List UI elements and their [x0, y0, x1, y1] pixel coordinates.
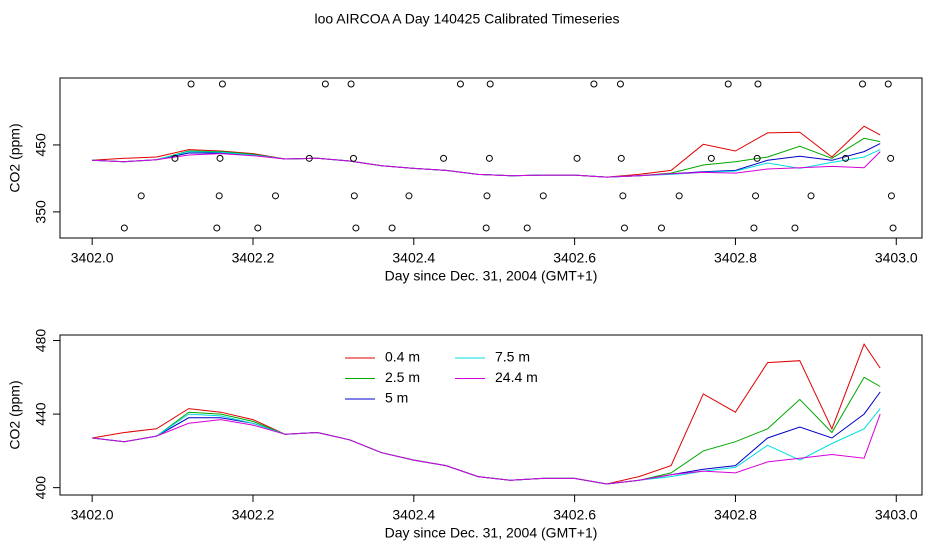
y-tick-label: 480 — [33, 329, 49, 353]
x-tick-label: 3402.8 — [714, 507, 757, 523]
x-tick-label: 3402.2 — [232, 250, 275, 266]
x-tick-label: 3403.0 — [875, 507, 918, 523]
flag-point — [807, 192, 815, 200]
plot-frame — [59, 334, 923, 496]
flag-point — [388, 224, 396, 232]
x-tick-label: 3402.2 — [232, 507, 275, 523]
x-axis-title: Day since Dec. 31, 2004 (GMT+1) — [385, 525, 598, 541]
x-tick-label: 3402.6 — [553, 250, 596, 266]
figure-title: loo AIRCOA A Day 140425 Calibrated Times… — [314, 11, 619, 27]
flag-point — [590, 80, 598, 88]
y-tick-label: 350 — [33, 200, 49, 224]
series-line — [92, 413, 881, 485]
legend-label: 0.4 m — [385, 349, 420, 365]
x-axis-title: Day since Dec. 31, 2004 (GMT+1) — [385, 268, 598, 284]
x-tick-label: 3402.0 — [71, 250, 114, 266]
legend-label: 5 m — [385, 390, 408, 406]
legend-label: 2.5 m — [385, 369, 420, 385]
flag-point — [321, 80, 329, 88]
flag-point — [349, 154, 357, 162]
y-axis-title: CO2 (ppm) — [7, 380, 23, 449]
flag-point — [842, 154, 850, 162]
flag-point — [254, 224, 262, 232]
flag-point — [750, 224, 758, 232]
flag-point — [707, 154, 715, 162]
flag-point — [620, 224, 628, 232]
flag-point — [887, 154, 895, 162]
flag-point — [483, 192, 491, 200]
flag-point — [573, 154, 581, 162]
flag-point — [884, 80, 892, 88]
flag-point — [187, 80, 195, 88]
flag-point — [405, 192, 413, 200]
flag-point — [482, 224, 490, 232]
x-tick-label: 3402.4 — [392, 507, 435, 523]
y-axis-title: CO2 (ppm) — [7, 123, 23, 192]
flag-point — [213, 224, 221, 232]
x-tick-label: 3402.4 — [392, 250, 435, 266]
flag-point — [171, 154, 179, 162]
flag-point — [675, 192, 683, 200]
y-tick-label: 450 — [33, 133, 49, 157]
flag-point — [120, 224, 128, 232]
x-tick-label: 3402.0 — [71, 507, 114, 523]
flag-point — [456, 80, 464, 88]
flag-point — [215, 192, 223, 200]
flag-point — [486, 80, 494, 88]
flag-point — [352, 224, 360, 232]
flag-point — [619, 192, 627, 200]
flag-point — [485, 154, 493, 162]
flag-point — [858, 80, 866, 88]
flag-point — [218, 80, 226, 88]
flag-point — [617, 154, 625, 162]
series-line — [92, 151, 881, 178]
y-tick-label: 440 — [33, 402, 49, 426]
flag-point — [724, 80, 732, 88]
flag-point — [305, 154, 313, 162]
flag-point — [753, 154, 761, 162]
flag-point — [539, 192, 547, 200]
flag-point — [889, 224, 897, 232]
flag-point — [350, 192, 358, 200]
y-tick-label: 400 — [33, 476, 49, 500]
flag-point — [887, 192, 895, 200]
plot-frame — [59, 77, 923, 239]
legend-label: 7.5 m — [495, 349, 530, 365]
flag-point — [754, 80, 762, 88]
flag-point — [523, 224, 531, 232]
x-tick-label: 3402.6 — [553, 507, 596, 523]
flag-point — [791, 224, 799, 232]
flag-point — [752, 192, 760, 200]
flag-point — [137, 192, 145, 200]
x-tick-label: 3403.0 — [875, 250, 918, 266]
flag-point — [347, 80, 355, 88]
flag-point — [616, 80, 624, 88]
flag-point — [657, 224, 665, 232]
flag-point — [440, 154, 448, 162]
flag-point — [216, 154, 224, 162]
x-tick-label: 3402.8 — [714, 250, 757, 266]
legend-label: 24.4 m — [495, 369, 538, 385]
flag-point — [272, 192, 279, 200]
